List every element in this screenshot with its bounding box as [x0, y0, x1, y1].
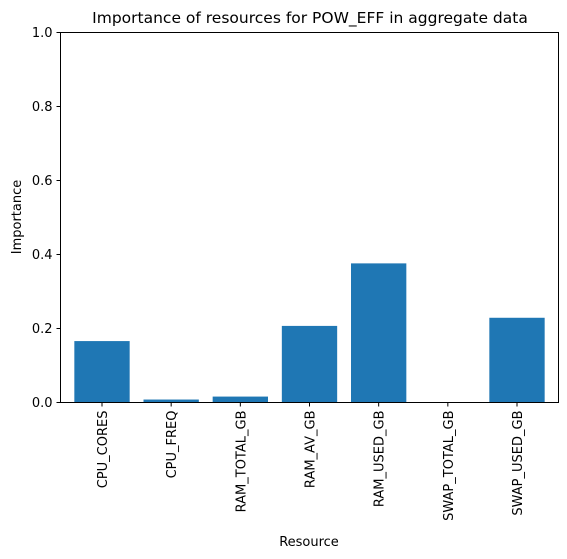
- y-tick-label: 0.8: [32, 100, 53, 115]
- y-axis-label: Importance: [10, 180, 25, 255]
- x-tick-label: RAM_USED_GB: [373, 411, 388, 508]
- bar-ram-total-gb: [212, 396, 268, 403]
- x-tick-label: SWAP_USED_GB: [511, 411, 526, 516]
- y-axis: 0.0 0.2 0.4 0.6 0.8 1.0: [32, 26, 61, 411]
- x-tick-label: CPU_CORES: [96, 411, 111, 489]
- plot-frame: [60, 32, 559, 403]
- chart-title: Importance of resources for POW_EFF in a…: [92, 9, 528, 28]
- x-tick-label: CPU_FREQ: [165, 411, 180, 479]
- bar-swap-used-gb: [489, 317, 545, 403]
- y-tick-label: 1.0: [32, 26, 53, 41]
- x-axis-label: Resource: [279, 535, 339, 550]
- bar-cpu-freq: [143, 399, 199, 403]
- y-tick-label: 0.0: [32, 396, 53, 411]
- bar-cpu-cores: [74, 341, 130, 403]
- y-tick-label: 0.6: [32, 174, 53, 189]
- y-tick-label: 0.4: [32, 248, 53, 263]
- x-tick-label: RAM_TOTAL_GB: [234, 411, 249, 513]
- x-tick-label: SWAP_TOTAL_GB: [442, 411, 457, 521]
- x-tick-label: RAM_AV_GB: [304, 411, 319, 489]
- bars-group: [74, 263, 545, 403]
- bar-ram-used-gb: [351, 263, 407, 403]
- y-tick-label: 0.2: [32, 322, 53, 337]
- bar-ram-av-gb: [281, 325, 338, 403]
- x-axis: CPU_CORES CPU_FREQ RAM_TOTAL_GB RAM_AV_GB RA…: [96, 402, 526, 521]
